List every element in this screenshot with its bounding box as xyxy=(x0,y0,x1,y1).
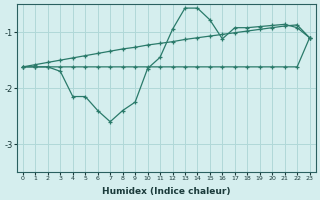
X-axis label: Humidex (Indice chaleur): Humidex (Indice chaleur) xyxy=(102,187,230,196)
